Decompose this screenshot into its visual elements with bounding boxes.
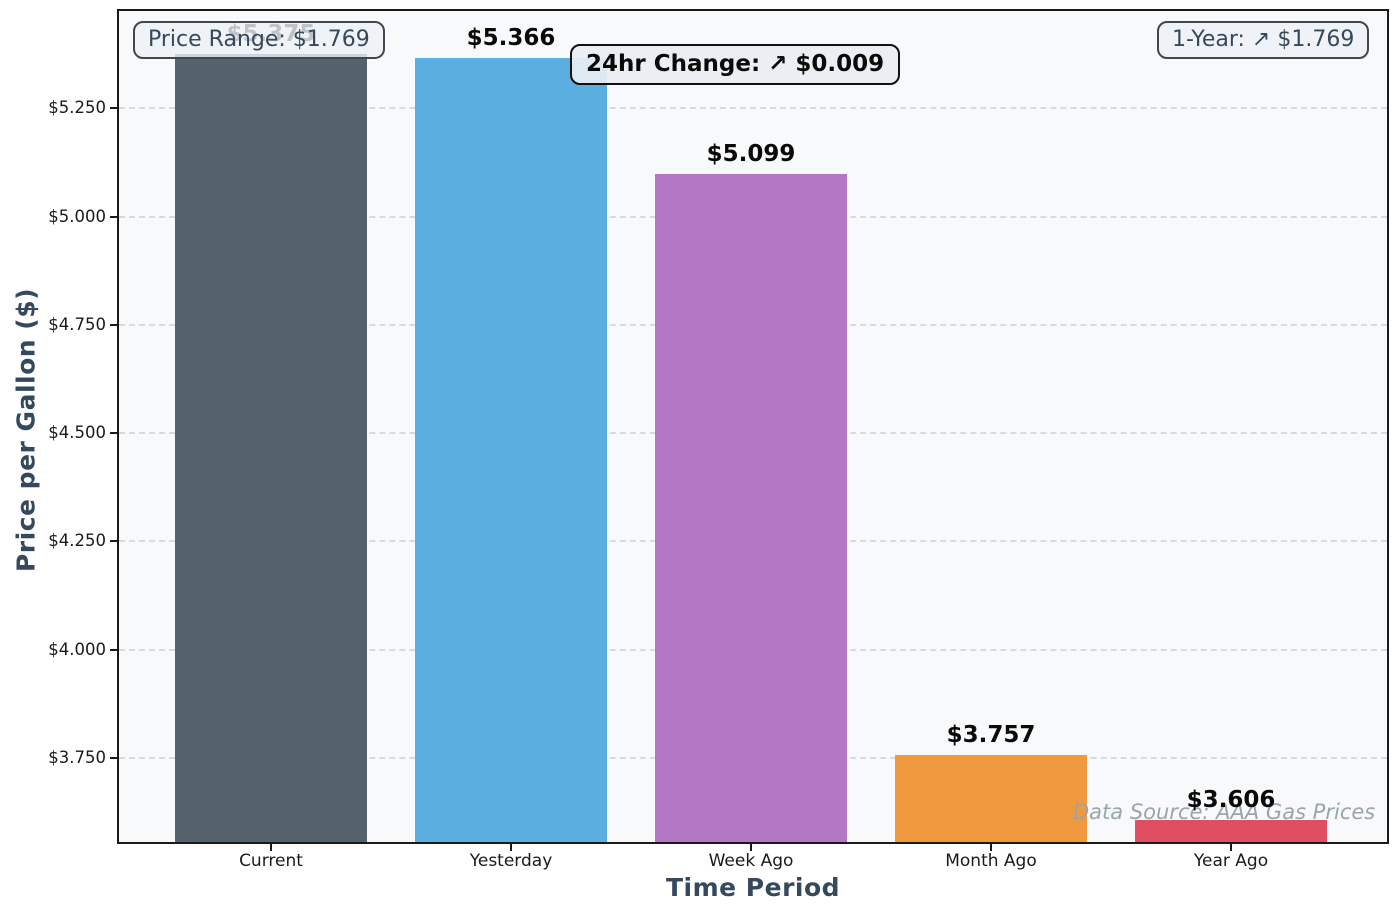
data-source-note: Data Source: AAA Gas Prices (1073, 800, 1376, 824)
y-tick-mark (110, 107, 117, 110)
bar-yesterday (415, 58, 607, 842)
y-tick-label: $4.500 (48, 423, 106, 443)
bar-current (175, 54, 367, 842)
one-year-change-annotation: 1-Year: ↗ $1.769 (1157, 21, 1370, 59)
bar-month-ago (895, 754, 1087, 842)
x-tick-mark (270, 844, 272, 851)
bar-year-ago (1135, 820, 1327, 842)
y-tick-mark (110, 648, 117, 651)
y-tick-mark (110, 323, 117, 326)
x-tick-label-year-ago: Year Ago (1193, 851, 1269, 871)
bar-value-label-week-ago: $5.099 (706, 140, 796, 167)
y-tick-label: $3.750 (48, 747, 106, 767)
y-tick-label: $5.000 (48, 206, 106, 226)
y-tick-mark (110, 432, 117, 435)
x-axis-label: Time Period (665, 873, 841, 902)
y-tick-label: $4.750 (48, 314, 106, 334)
y-tick-label: $4.250 (48, 531, 106, 551)
x-tick-label-current: Current (239, 851, 303, 871)
x-tick-mark (990, 844, 992, 851)
24hr-change-annotation: 24hr Change: ↗ $0.009 (570, 44, 901, 85)
bar-week-ago (655, 173, 847, 842)
y-tick-mark (110, 215, 117, 218)
y-tick-mark (110, 540, 117, 543)
bar-value-label-year-ago: $3.606 (1186, 787, 1276, 814)
x-tick-label-month-ago: Month Ago (945, 851, 1037, 871)
y-tick-mark (110, 756, 117, 759)
bar-value-label-month-ago: $3.757 (946, 721, 1036, 748)
x-tick-mark (750, 844, 752, 851)
x-tick-label-yesterday: Yesterday (469, 851, 553, 871)
bar-value-label-yesterday: $5.366 (466, 25, 556, 52)
x-tick-mark (510, 844, 512, 851)
y-tick-label: $4.000 (48, 639, 106, 659)
y-gridline (119, 107, 1387, 110)
x-tick-label-week-ago: Week Ago (708, 851, 794, 871)
price-range-annotation: Price Range: $1.769 (133, 21, 385, 59)
y-tick-label: $5.250 (48, 98, 106, 118)
x-tick-mark (1230, 844, 1232, 851)
y-axis-label: Price per Gallon ($) (11, 287, 41, 573)
